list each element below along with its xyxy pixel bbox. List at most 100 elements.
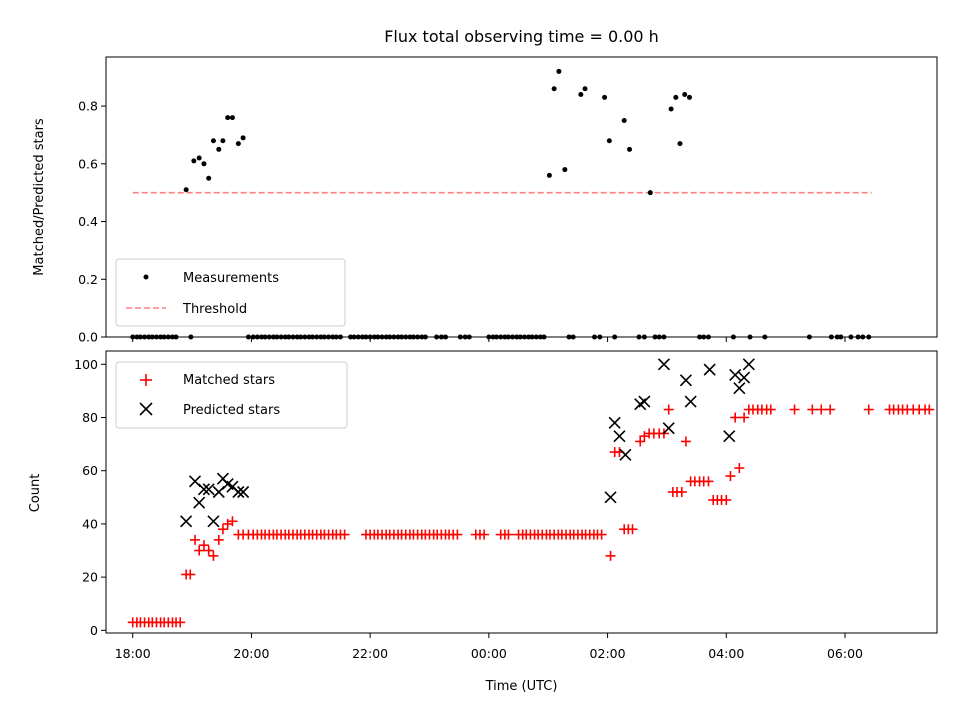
measurement-point bbox=[551, 86, 557, 92]
measurement-point bbox=[686, 94, 692, 100]
measurement-point bbox=[216, 146, 222, 152]
matched-star-marker bbox=[627, 524, 638, 535]
measurement-point bbox=[682, 92, 688, 98]
measurement-point bbox=[677, 141, 683, 147]
matched-star-marker bbox=[680, 436, 691, 447]
top-legend: Measurements Threshold bbox=[115, 258, 346, 327]
bottom-x-tick-label: 02:00 bbox=[590, 646, 626, 661]
predicted-star-marker bbox=[729, 368, 742, 382]
matched-star-marker bbox=[596, 529, 607, 540]
measurement-point bbox=[582, 86, 588, 92]
predicted-star-marker bbox=[723, 430, 736, 443]
predicted-star-marker bbox=[619, 448, 632, 461]
legend-predicted-label: Predicted stars bbox=[183, 403, 280, 418]
predicted-star-marker bbox=[742, 358, 755, 371]
predicted-star-marker bbox=[207, 515, 220, 528]
measurement-point bbox=[225, 115, 231, 121]
measurement-point bbox=[673, 94, 679, 100]
matched-star-marker bbox=[725, 471, 736, 482]
matched-star-marker bbox=[635, 436, 646, 447]
bottom-y-tick-label: 20 bbox=[82, 570, 98, 585]
legend-matched-label: Matched stars bbox=[183, 373, 275, 388]
bottom-y-axis-label: Count bbox=[28, 474, 43, 513]
bottom-x-tick-label: 18:00 bbox=[115, 646, 151, 661]
predicted-star-marker bbox=[237, 485, 250, 499]
top-panel: 0.00.20.40.60.8 Matched/Predicted stars … bbox=[32, 56, 938, 345]
matched-star-marker bbox=[825, 404, 836, 415]
bottom-x-tick-label: 20:00 bbox=[233, 646, 269, 661]
legend-predicted-marker bbox=[139, 402, 153, 416]
predicted-star-marker bbox=[202, 483, 215, 496]
matched-star-marker bbox=[185, 569, 196, 580]
predicted-star-marker bbox=[684, 395, 697, 408]
measurement-point bbox=[183, 187, 189, 193]
bottom-y-ticks: 0 20 40 60 80 100 bbox=[74, 357, 106, 638]
matched-star-marker bbox=[676, 487, 687, 497]
matched-star-marker bbox=[190, 534, 201, 545]
measurement-point bbox=[240, 135, 246, 141]
top-y-tick-label: 0.4 bbox=[78, 214, 98, 229]
bottom-x-tick-label: 22:00 bbox=[352, 646, 388, 661]
bottom-panel: 0 20 40 60 80 100 18:00 20:00 22:00 00:00 02:00 04… bbox=[28, 350, 938, 694]
matched-star-marker bbox=[479, 529, 490, 540]
legend-matched-marker bbox=[140, 374, 152, 386]
measurement-point bbox=[206, 175, 212, 181]
matched-star-marker bbox=[213, 534, 224, 545]
bottom-y-tick-label: 60 bbox=[82, 463, 98, 478]
predicted-star-marker bbox=[613, 430, 626, 443]
matched-star-marker bbox=[863, 404, 874, 415]
predicted-star-marker bbox=[604, 491, 617, 504]
matched-star-marker bbox=[194, 545, 205, 556]
matched-star-marker bbox=[203, 545, 214, 556]
legend-threshold-label: Threshold bbox=[182, 302, 247, 317]
predicted-star-marker bbox=[197, 483, 211, 496]
matched-star-marker bbox=[816, 404, 827, 415]
predicted-stars-series bbox=[180, 358, 755, 528]
matched-star-marker bbox=[663, 404, 674, 415]
matched-star-marker bbox=[703, 476, 714, 487]
matched-star-marker bbox=[198, 540, 209, 551]
measurement-point bbox=[647, 190, 653, 196]
bottom-x-tick-label: 00:00 bbox=[471, 646, 507, 661]
bottom-x-ticks: 18:00 20:00 22:00 00:00 02:00 04:00 06:00 bbox=[115, 633, 863, 661]
top-y-axis-label: Matched/Predicted stars bbox=[32, 118, 47, 276]
predicted-star-marker bbox=[662, 422, 675, 435]
top-y-tick-label: 0.8 bbox=[78, 99, 98, 114]
matched-star-marker bbox=[721, 494, 732, 505]
matched-star-marker bbox=[175, 617, 186, 628]
measurement-point bbox=[621, 118, 627, 124]
predicted-star-marker bbox=[180, 515, 193, 528]
legend-measurements-marker bbox=[143, 274, 149, 280]
matched-star-marker bbox=[730, 412, 741, 423]
measurement-point bbox=[210, 138, 216, 144]
measurement-point bbox=[562, 167, 568, 173]
measurement-point bbox=[229, 115, 235, 121]
top-y-ticks: 0.0 0.2 0.4 0.6 0.8 bbox=[78, 99, 106, 345]
matched-star-marker bbox=[503, 529, 514, 540]
measurement-point bbox=[546, 172, 552, 178]
predicted-star-marker bbox=[733, 382, 746, 395]
matched-star-marker bbox=[734, 463, 745, 474]
bottom-y-tick-label: 0 bbox=[90, 623, 98, 638]
matched-stars-series bbox=[127, 404, 935, 628]
measurement-point bbox=[235, 141, 241, 147]
top-y-tick-label: 0.6 bbox=[78, 156, 98, 171]
predicted-star-marker bbox=[703, 363, 716, 376]
measurement-point bbox=[556, 68, 562, 74]
measurement-point bbox=[196, 155, 202, 161]
measurement-point bbox=[602, 94, 608, 100]
matched-star-marker bbox=[217, 524, 228, 535]
matched-star-marker bbox=[739, 412, 750, 423]
bottom-y-tick-label: 80 bbox=[82, 410, 98, 425]
predicted-star-marker bbox=[193, 496, 206, 509]
measurement-point bbox=[578, 92, 584, 98]
measurement-point bbox=[606, 138, 612, 144]
predicted-star-marker bbox=[679, 374, 692, 387]
bottom-y-tick-label: 40 bbox=[82, 516, 98, 531]
bottom-legend: Matched stars Predicted stars bbox=[115, 361, 348, 429]
predicted-star-marker bbox=[608, 416, 621, 429]
matched-star-marker bbox=[765, 404, 776, 415]
measurement-point bbox=[220, 138, 226, 144]
